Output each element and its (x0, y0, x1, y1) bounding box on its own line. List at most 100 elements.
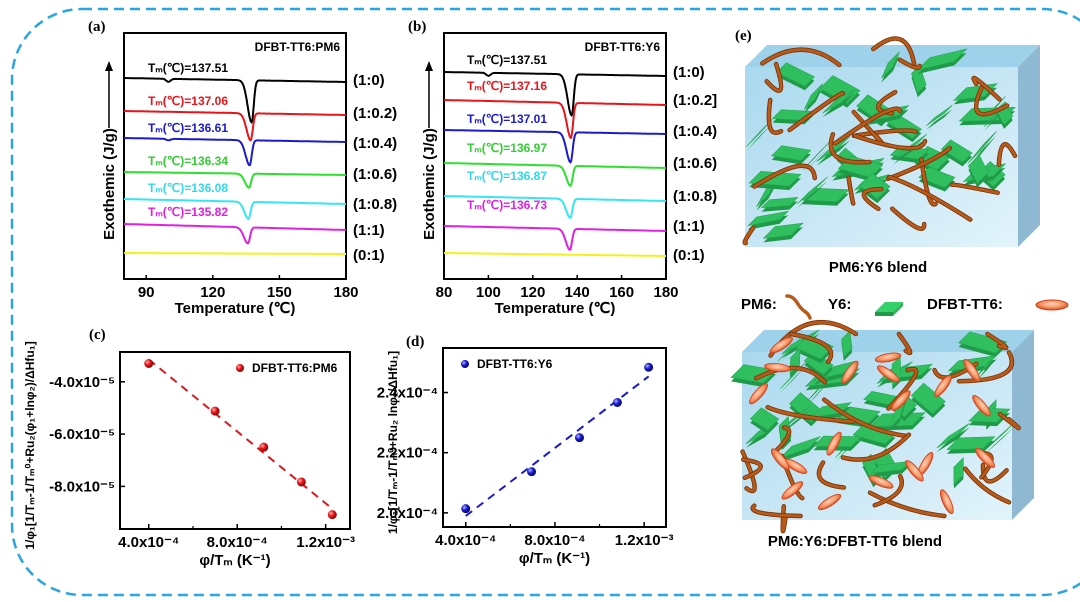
y6-slab (771, 145, 812, 161)
pm6-chain (873, 474, 904, 507)
data-point (144, 359, 154, 369)
y6-slab-shadow (977, 357, 997, 380)
y6-slab (762, 222, 804, 239)
y-axis-arrow-icon (105, 61, 113, 71)
y6-slab-shadow (983, 426, 1015, 456)
y6-slab-shadow (893, 138, 927, 165)
dfbt-ellipsoid (764, 362, 791, 373)
y6-slab (926, 105, 953, 127)
x-tick-label: 180 (333, 284, 358, 301)
dfbt-ellipsoid (891, 390, 911, 411)
y6-slab (940, 139, 973, 163)
pm6-chain (981, 463, 1008, 483)
dfbt-ellipsoid (817, 493, 842, 511)
pm6-chain (853, 134, 927, 150)
pm6-chain (974, 86, 1009, 116)
pm6-chain (766, 405, 854, 424)
y6-slab (858, 172, 891, 200)
tm-label: Tₘ(℃)=136.61 (148, 121, 228, 135)
dsc-curve (444, 225, 666, 251)
y6-slab (958, 331, 1008, 354)
pm6-chain (829, 132, 871, 164)
ratio-label: (1:0) (353, 72, 385, 89)
x-tick-label: 180 (653, 284, 678, 301)
y6-slab (953, 456, 964, 486)
tm-label: Tₘ(℃)=136.87 (467, 169, 547, 183)
dashed-frame (10, 7, 1080, 597)
y6-slab (796, 176, 828, 205)
y6-slab-shadow (797, 181, 828, 208)
panel-label-a: (a) (88, 19, 106, 35)
tm-label: Tₘ(℃)=137.06 (148, 94, 228, 108)
y6-slab (881, 51, 900, 79)
dfbt-ellipsoid (934, 374, 952, 398)
panel-label-b: (b) (408, 19, 426, 35)
pm6-chain (754, 366, 827, 384)
y-axis-title: Exothemic (J/g) (421, 128, 438, 240)
ratio-label: (1:0.6) (673, 155, 717, 172)
dfbt-ellipsoid (769, 336, 793, 354)
data-point (296, 477, 306, 487)
tm-label: Tₘ(℃)=135.82 (148, 205, 228, 219)
data-point (612, 397, 622, 407)
tm-label: Tₘ(℃)=137.51 (148, 61, 228, 75)
dsc-curve (444, 195, 666, 219)
y6-slab (918, 166, 956, 188)
pm6-chain (887, 175, 972, 221)
plot-frame (442, 347, 667, 528)
illustration-legend: PM6: Y6: DFBT-TT6: (741, 294, 1069, 320)
y6-slab (760, 197, 799, 209)
y6-slab-shadow (807, 382, 829, 405)
tm-label: Tₘ(℃)=136.97 (467, 141, 547, 155)
pm6-chain (741, 458, 763, 480)
y6-slab-shadow (936, 427, 970, 452)
panel-label-c: (c) (89, 327, 106, 343)
x-tick-label: 150 (267, 284, 292, 301)
x-tick-label: 4.0x10⁻⁴ (118, 534, 179, 551)
tm-label: Tₘ(℃)=137.51 (467, 53, 547, 67)
pm6-chain (847, 176, 855, 205)
dfbt-ellipsoid (974, 447, 996, 468)
dsc-curve (124, 77, 346, 124)
y6-slab (936, 423, 970, 449)
x-tick-label: 120 (200, 284, 225, 301)
legend-y6-label: Y6: (828, 296, 851, 313)
y-tick-label: 2.0x10⁻⁴ (377, 505, 438, 522)
pm6-chain (760, 48, 841, 67)
dfbt-ellipsoid (939, 489, 954, 515)
ratio-label: (1:0.2] (673, 92, 717, 109)
pm6-chain (788, 91, 845, 132)
y6-slab (822, 89, 855, 114)
pm6-chain (753, 164, 817, 188)
y6-slab (747, 210, 790, 227)
pm6-chain (765, 62, 783, 93)
dsc-curve (124, 252, 346, 255)
dsc-curve (124, 137, 346, 167)
tm-label: Tₘ(℃)=137.16 (467, 79, 547, 93)
dsc-curve (124, 171, 346, 189)
dfbt-ellipsoid (905, 460, 924, 482)
dfbt-ellipsoid (841, 360, 859, 384)
y6-slab (802, 141, 831, 170)
dfbt-ellipsoid (868, 475, 894, 489)
dsc-curve (124, 198, 346, 220)
pm6-chain (822, 398, 909, 438)
plot-frame (443, 32, 667, 280)
x-tick-label: 8.0x10⁻⁴ (524, 532, 585, 549)
pm6-chain (998, 412, 1020, 430)
pm6-chain (868, 491, 946, 518)
data-point (644, 362, 654, 372)
pm6-chain (789, 332, 833, 364)
x-tick-label: 140 (565, 284, 590, 301)
y-axis-title: 1/φ₁[1/Tₘ-1/Tₘ⁰+Ru₂(φ₁+lnφ₂)/ΔHfu₁] (23, 341, 37, 549)
pm6-y6-blend-illustration (742, 36, 1040, 247)
legend-dfbt-label: DFBT-TT6: (927, 296, 1003, 313)
y6-slab (749, 407, 780, 431)
y-tick-label: -6.0x10⁻⁵ (49, 426, 115, 443)
pm6-chain (950, 183, 1000, 195)
pm6-chain (841, 433, 911, 461)
dfbt-ellipsoid (877, 365, 900, 383)
ratio-label: (1:0.4) (353, 135, 397, 152)
pm6-chain (743, 226, 755, 245)
legend-pm6-label: PM6: (741, 296, 777, 313)
